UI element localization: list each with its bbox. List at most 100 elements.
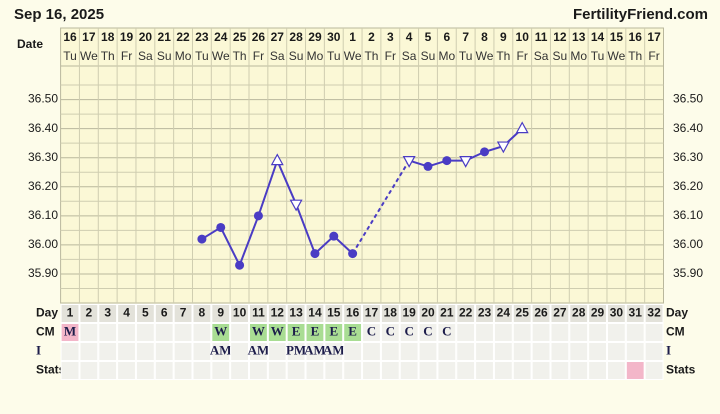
- temperature-point: [235, 260, 245, 270]
- y-tick-label: 36.00: [673, 237, 703, 251]
- stats-cell: [362, 361, 381, 380]
- date-label: 12: [553, 30, 567, 44]
- cm-entry: M: [64, 323, 76, 338]
- stats-cell: [550, 361, 570, 380]
- weekday-label: Mo: [307, 49, 324, 63]
- day-cell: [230, 304, 250, 323]
- temperature-point: [253, 211, 263, 221]
- date-label: 26: [252, 30, 266, 44]
- intercourse-cell: [399, 342, 419, 361]
- date-label: 29: [308, 30, 322, 44]
- weekday-label: Sa: [270, 49, 285, 63]
- day-cell: [437, 304, 457, 323]
- stats-cell: [569, 361, 589, 380]
- cm-cell: [493, 323, 513, 342]
- weekday-label: We: [608, 49, 626, 63]
- cm-entry: C: [423, 323, 432, 338]
- cm-entry: E: [292, 323, 301, 338]
- stats-cell: [512, 361, 532, 380]
- day-cell: [380, 304, 400, 323]
- stats-cell: [305, 361, 325, 380]
- date-label: 10: [516, 30, 530, 44]
- date-label: 7: [462, 30, 469, 44]
- stats-cell: [211, 361, 231, 380]
- weekday-label: Sa: [534, 49, 549, 63]
- day-number: 10: [233, 306, 247, 320]
- y-tick-label: 36.40: [673, 121, 703, 135]
- date-label: 17: [647, 30, 661, 44]
- intercourse-entry: AM: [210, 342, 232, 357]
- weekday-label: Su: [289, 49, 304, 63]
- cm-cell: [418, 323, 438, 342]
- day-number: 26: [534, 306, 548, 320]
- row-label: Stats: [36, 363, 66, 377]
- stats-cell: [475, 361, 494, 380]
- day-cell: [456, 304, 476, 323]
- day-cell: [249, 304, 268, 323]
- day-cell: [192, 304, 212, 323]
- y-tick-label: 36.10: [28, 208, 58, 222]
- cm-cell: [362, 323, 381, 342]
- day-cell: [399, 304, 419, 323]
- cm-cell: [211, 323, 231, 342]
- stats-cell: [324, 361, 344, 380]
- y-tick-label: 36.50: [28, 92, 58, 106]
- stats-cell: [456, 361, 476, 380]
- weekday-label: Tu: [459, 49, 473, 63]
- temperature-point: [402, 155, 416, 168]
- day-cell: [493, 304, 513, 323]
- temperature-point: [348, 249, 358, 259]
- intercourse-cell: [512, 342, 532, 361]
- temperature-point: [216, 222, 226, 232]
- date-label: 8: [481, 30, 488, 44]
- y-tick-label: 36.00: [28, 237, 58, 251]
- intercourse-cell: [475, 342, 494, 361]
- weekday-label: Th: [628, 49, 642, 63]
- cm-cell: [230, 323, 250, 342]
- cm-cell: [569, 323, 589, 342]
- y-tick-label: 36.50: [673, 92, 703, 106]
- day-cell: [550, 304, 570, 323]
- temperature-point: [197, 234, 207, 244]
- day-cell: [644, 304, 664, 323]
- y-tick-label: 36.20: [673, 179, 703, 193]
- intercourse-cell: [324, 342, 344, 361]
- day-number: 5: [142, 306, 149, 320]
- day-number: 32: [647, 306, 661, 320]
- intercourse-cell: [550, 342, 570, 361]
- day-cell: [475, 304, 494, 323]
- cm-cell: [399, 323, 419, 342]
- day-number: 29: [591, 306, 605, 320]
- y-tick-label: 36.10: [673, 208, 703, 222]
- stats-cell: [79, 361, 99, 380]
- intercourse-cell: [192, 342, 212, 361]
- day-cell: [305, 304, 325, 323]
- site-name: FertilityFriend.com: [573, 6, 708, 23]
- weekday-label: Mo: [438, 49, 455, 63]
- day-number: 22: [459, 306, 473, 320]
- date-label: 1: [349, 30, 356, 44]
- weekday-label: Fr: [253, 49, 264, 63]
- cm-cell: [437, 323, 457, 342]
- cm-cell: [98, 323, 118, 342]
- intercourse-cell: [267, 342, 287, 361]
- intercourse-cell: [117, 342, 136, 361]
- stats-cell: [267, 361, 287, 380]
- day-number: 9: [217, 306, 224, 320]
- cm-entry: E: [329, 323, 338, 338]
- date-label: 5: [425, 30, 432, 44]
- intercourse-cell: [230, 342, 250, 361]
- weekday-label: We: [80, 49, 98, 63]
- intercourse-cell: [211, 342, 231, 361]
- temperature-point: [480, 147, 490, 157]
- date-label: 9: [500, 30, 507, 44]
- row-label: CM: [36, 325, 55, 339]
- date-label: 13: [572, 30, 586, 44]
- day-number: 6: [161, 306, 168, 320]
- cm-entry: W: [271, 323, 284, 338]
- temperature-point: [442, 156, 452, 166]
- intercourse-cell: [173, 342, 193, 361]
- cm-cell: [550, 323, 570, 342]
- cm-cell: [343, 323, 363, 342]
